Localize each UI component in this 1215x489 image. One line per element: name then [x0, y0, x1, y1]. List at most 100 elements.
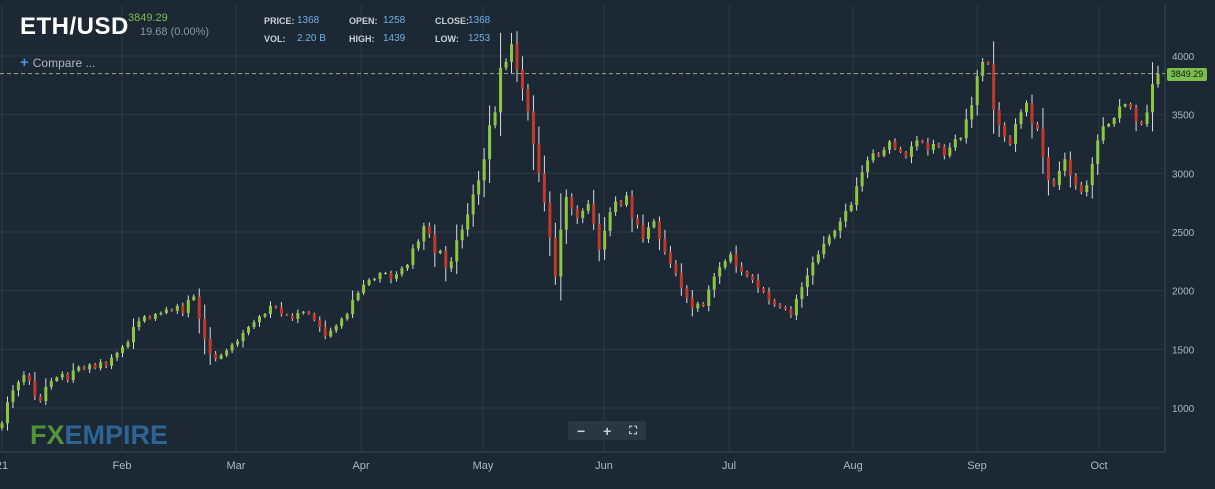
- price-change: 19.68 (0.00%): [140, 26, 210, 38]
- candle-body: [515, 44, 519, 71]
- y-tick-label: 2500: [1172, 228, 1195, 239]
- candle-body: [186, 300, 190, 313]
- candle-body: [307, 311, 311, 315]
- candle-body: [99, 362, 103, 369]
- candle-body: [625, 195, 629, 206]
- candle-body: [970, 105, 974, 120]
- candle-body: [608, 212, 612, 231]
- candle-body: [159, 312, 163, 315]
- candle-body: [866, 160, 870, 173]
- stat-high-value: 1439: [383, 33, 406, 44]
- candle-body: [466, 214, 470, 230]
- x-tick-label: Apr: [352, 460, 369, 472]
- y-tick-label: 2000: [1172, 287, 1195, 298]
- candle-body: [526, 88, 530, 112]
- candle-body: [701, 303, 705, 306]
- candle-body: [460, 229, 464, 241]
- candle-body: [767, 291, 771, 301]
- candle-body: [1090, 163, 1094, 186]
- candle-body: [707, 289, 711, 306]
- stat-low-label: LOW:: [435, 34, 459, 44]
- candle-body: [915, 140, 919, 147]
- candle-body: [394, 274, 398, 279]
- candle-body: [55, 377, 59, 382]
- candle-body: [510, 44, 514, 62]
- candle-body: [11, 390, 15, 403]
- candle-body: [948, 147, 952, 156]
- candle-body: [762, 288, 766, 292]
- candle-body: [323, 327, 327, 337]
- candle-body: [603, 230, 607, 250]
- candle-body: [71, 370, 75, 380]
- candle-body: [816, 254, 820, 263]
- candle-body: [745, 271, 749, 276]
- candle-body: [1107, 124, 1111, 127]
- stat-open-value: 1258: [383, 15, 406, 26]
- candle-body: [192, 296, 196, 301]
- stat-vol-label: VOL:: [264, 34, 286, 44]
- y-tick-label: 3500: [1172, 111, 1195, 122]
- candle-body: [175, 305, 179, 311]
- candle-body: [712, 276, 716, 290]
- candle-body: [1085, 185, 1089, 193]
- candle-body: [482, 159, 486, 181]
- candle-body: [1112, 118, 1116, 125]
- zoom-out-button[interactable]: −: [576, 422, 586, 439]
- candle-body: [384, 273, 388, 275]
- symbol-title: ETH/USD: [20, 13, 129, 40]
- candle-body: [909, 146, 913, 157]
- candle-body: [137, 321, 141, 328]
- candle-body: [646, 227, 650, 240]
- candle-body: [225, 350, 229, 356]
- y-tick-label: 1000: [1172, 404, 1195, 415]
- candle-body: [920, 140, 924, 143]
- candle-body: [499, 67, 503, 113]
- candle-body: [77, 366, 81, 371]
- candle-body: [203, 318, 207, 339]
- candle-body: [170, 309, 174, 311]
- candle-body: [888, 141, 892, 150]
- x-tick-label: 21: [0, 460, 8, 472]
- candle-body: [663, 239, 667, 252]
- candle-body: [362, 284, 366, 294]
- candle-body: [1074, 175, 1078, 186]
- candle-body: [729, 254, 733, 262]
- compare-button[interactable]: + Compare ...: [20, 55, 95, 70]
- candle-body: [531, 111, 535, 144]
- candle-body: [334, 325, 338, 331]
- candle-body: [564, 196, 568, 230]
- candle-body: [833, 230, 837, 237]
- candle-body: [1035, 124, 1039, 129]
- candle-body: [351, 300, 355, 315]
- candle-body: [400, 268, 404, 275]
- candle-body: [838, 221, 842, 231]
- candle-body: [296, 312, 300, 319]
- candle-body: [1118, 106, 1122, 119]
- candle-body: [82, 366, 86, 370]
- candle-body: [131, 327, 135, 343]
- candle-body: [1156, 73, 1160, 85]
- candle-body: [805, 275, 809, 288]
- candle-body: [597, 223, 601, 250]
- candle-body: [252, 322, 256, 328]
- zoom-in-button[interactable]: +: [603, 422, 612, 439]
- candle-body: [1096, 140, 1100, 164]
- candle-body: [871, 153, 875, 161]
- candle-body: [104, 362, 108, 366]
- x-tick-label: Feb: [113, 460, 132, 472]
- candle-body: [60, 373, 64, 378]
- candle-body: [778, 304, 782, 308]
- candle-body: [504, 61, 508, 68]
- candle-body: [1140, 121, 1144, 125]
- candle-body: [22, 375, 26, 383]
- candle-body: [794, 298, 798, 316]
- fit-screen-button[interactable]: ⛶: [629, 424, 637, 437]
- candle-body: [1041, 128, 1045, 157]
- stat-price-value: 1368: [297, 15, 320, 26]
- zoom-controls: − + ⛶: [568, 421, 646, 440]
- candle-body: [772, 300, 776, 305]
- candle-body: [219, 355, 223, 359]
- candle-body: [800, 287, 804, 299]
